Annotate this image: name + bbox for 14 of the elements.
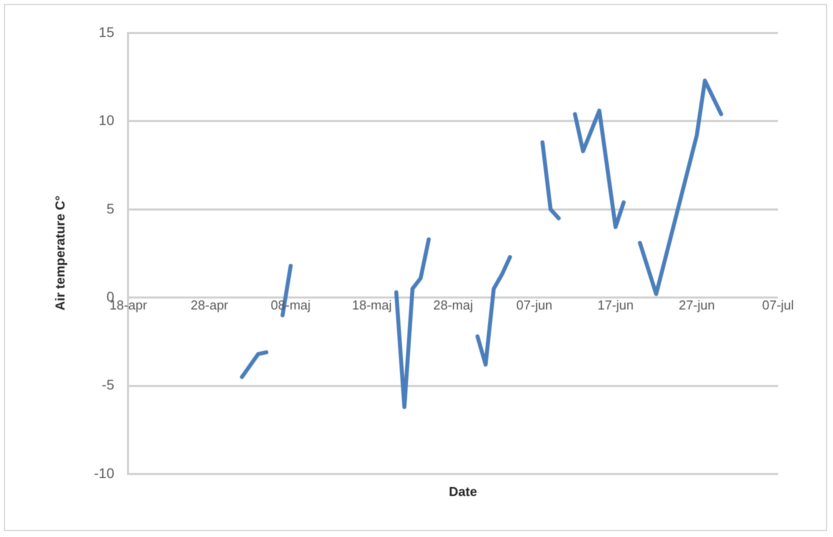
x-tick-label: 28-apr [190,298,229,313]
y-axis-title: Air temperature C° [52,195,68,311]
y-tick-label: 15 [98,24,114,40]
x-tick-label: 17-jun [597,298,634,313]
x-tick-label: 28-maj [433,298,474,313]
y-tick-label: 10 [98,112,114,128]
y-tick-label: -10 [94,464,114,481]
y-tick-label: 5 [106,200,114,216]
x-tick-label: 18-maj [352,298,392,313]
x-tick-label: 27-jun [678,298,715,313]
y-tick-label: -5 [102,376,114,393]
x-tick-label: 07-jul [762,298,794,313]
x-tick-label: 07-jun [516,298,552,313]
x-axis-title: Date [448,484,478,499]
